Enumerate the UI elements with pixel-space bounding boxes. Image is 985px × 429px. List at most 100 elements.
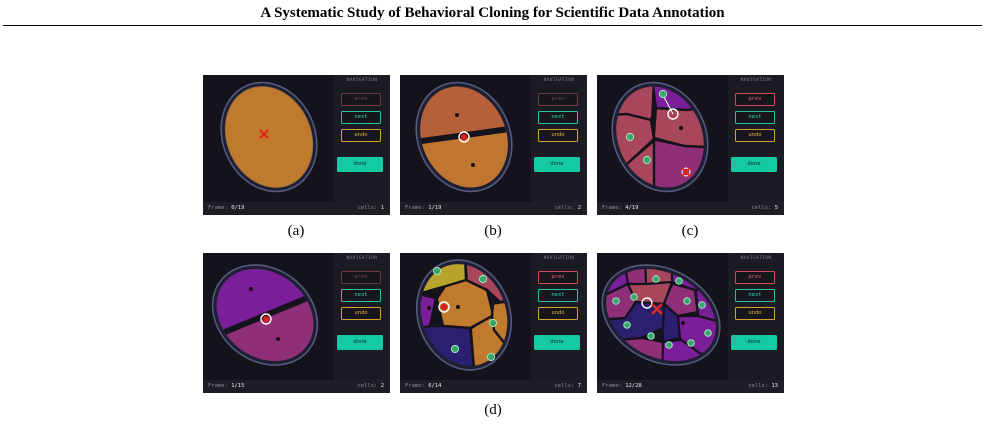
panel-c: NAVIGATION prev next undo done Frame: 4/… (597, 75, 784, 215)
nav-title: NAVIGATION (543, 256, 575, 261)
nav-title: NAVIGATION (740, 78, 772, 83)
prev-button[interactable]: prev (538, 93, 578, 106)
centroid-point (698, 301, 706, 309)
next-button[interactable]: next (538, 111, 578, 124)
centroid-point (478, 274, 488, 284)
panel-d1: NAVIGATION prev next undo done Frame: 1/… (203, 253, 390, 393)
panel-b: NAVIGATION prev next undo done Frame: 1/… (400, 75, 587, 215)
done-button[interactable]: done (337, 335, 383, 350)
caption-c: (c) (681, 223, 699, 239)
prev-button[interactable]: prev (341, 93, 381, 106)
prev-button[interactable]: prev (735, 93, 775, 106)
panel-d3: NAVIGATION prev next undo done Frame: 12… (597, 253, 784, 393)
frame-counter: Frame: 6/14 (405, 383, 442, 389)
done-button[interactable]: done (534, 157, 580, 172)
canvas-a[interactable] (203, 75, 334, 202)
canvas-d3[interactable] (597, 253, 728, 380)
canvas-d1[interactable] (203, 253, 334, 380)
centroid-point (704, 329, 712, 337)
centroid-point (486, 352, 496, 362)
next-button[interactable]: next (341, 111, 381, 124)
centroid-point (488, 318, 498, 328)
cursor-ring-icon (260, 313, 272, 325)
nav-title: NAVIGATION (346, 78, 378, 83)
centroid-point (450, 344, 460, 354)
navigation-panel: NAVIGATION prev next undo done (728, 75, 784, 202)
next-button[interactable]: next (538, 289, 578, 302)
panel-d2: NAVIGATION prev next undo done Frame: 6/… (400, 253, 587, 393)
nav-title: NAVIGATION (740, 256, 772, 261)
centroid-point (642, 155, 652, 165)
canvas-d2[interactable] (400, 253, 531, 380)
cursor-x-icon (681, 167, 691, 177)
page-title: A Systematic Study of Behavioral Cloning… (260, 5, 725, 21)
cells-counter: cells: 13 (748, 383, 778, 389)
cells-counter: cells: 1 (357, 205, 385, 211)
centroid-point (456, 305, 460, 309)
centroid-point (276, 337, 280, 341)
status-bar: Frame: 6/14 cells: 7 (400, 380, 587, 393)
prev-button[interactable]: prev (735, 271, 775, 284)
caption-d: (d) (484, 402, 502, 418)
centroid-point (432, 266, 442, 276)
centroid-point (652, 275, 660, 283)
next-button[interactable]: next (735, 111, 775, 124)
caption-a: (a) (287, 223, 305, 239)
status-bar: Frame: 0/19 cells: 1 (203, 202, 390, 215)
frame-counter: Frame: 1/15 (208, 383, 245, 389)
undo-button[interactable]: undo (538, 307, 578, 320)
done-button[interactable]: done (534, 335, 580, 350)
cell (224, 86, 314, 188)
cells-counter: cells: 2 (554, 205, 582, 211)
done-button[interactable]: done (337, 157, 383, 172)
undo-button[interactable]: undo (341, 129, 381, 142)
centroid-point (681, 321, 685, 325)
prev-button[interactable]: prev (538, 271, 578, 284)
nav-title: NAVIGATION (346, 256, 378, 261)
status-bar: Frame: 4/19 cells: 5 (597, 202, 784, 215)
centroid-point (687, 339, 695, 347)
frame-counter: Frame: 4/19 (602, 205, 639, 211)
cell (665, 285, 697, 315)
canvas-c[interactable] (597, 75, 728, 202)
caption-b: (b) (484, 223, 502, 239)
cell (438, 281, 492, 327)
centroid-point (249, 287, 253, 291)
centroid-point (675, 277, 683, 285)
cursor-x-icon (651, 303, 663, 315)
undo-button[interactable]: undo (538, 129, 578, 142)
centroid-point (683, 297, 691, 305)
frame-counter: Frame: 1/19 (405, 205, 442, 211)
cells-counter: cells: 5 (751, 205, 779, 211)
navigation-panel: NAVIGATION prev next undo done (728, 253, 784, 380)
centroid-point (647, 332, 655, 340)
panel-a: NAVIGATION prev next undo done Frame: 0/… (203, 75, 390, 215)
cells-counter: cells: 2 (357, 383, 385, 389)
cell (663, 305, 679, 341)
cursor-ring-icon (458, 131, 470, 143)
done-button[interactable]: done (731, 157, 777, 172)
done-button[interactable]: done (731, 335, 777, 350)
undo-button[interactable]: undo (341, 307, 381, 320)
centroid-point (625, 132, 635, 142)
centroid-point (427, 306, 431, 310)
centroid-point (658, 89, 668, 99)
canvas-b[interactable] (400, 75, 531, 202)
status-bar: Frame: 12/28 cells: 13 (597, 380, 784, 393)
navigation-panel: NAVIGATION prev next undo done (531, 253, 587, 380)
prev-button[interactable]: prev (341, 271, 381, 284)
centroid-point (612, 297, 620, 305)
undo-button[interactable]: undo (735, 307, 775, 320)
cursor-ring-icon (667, 108, 679, 120)
navigation-panel: NAVIGATION prev next undo done (334, 253, 390, 380)
next-button[interactable]: next (341, 289, 381, 302)
centroid-point (665, 341, 673, 349)
undo-button[interactable]: undo (735, 129, 775, 142)
next-button[interactable]: next (735, 289, 775, 302)
centroid-point (630, 293, 638, 301)
frame-counter: Frame: 12/28 (602, 383, 642, 389)
cursor-ring-icon (438, 301, 450, 313)
navigation-panel: NAVIGATION prev next undo done (531, 75, 587, 202)
centroid-point (455, 113, 459, 117)
cells-counter: cells: 7 (554, 383, 582, 389)
